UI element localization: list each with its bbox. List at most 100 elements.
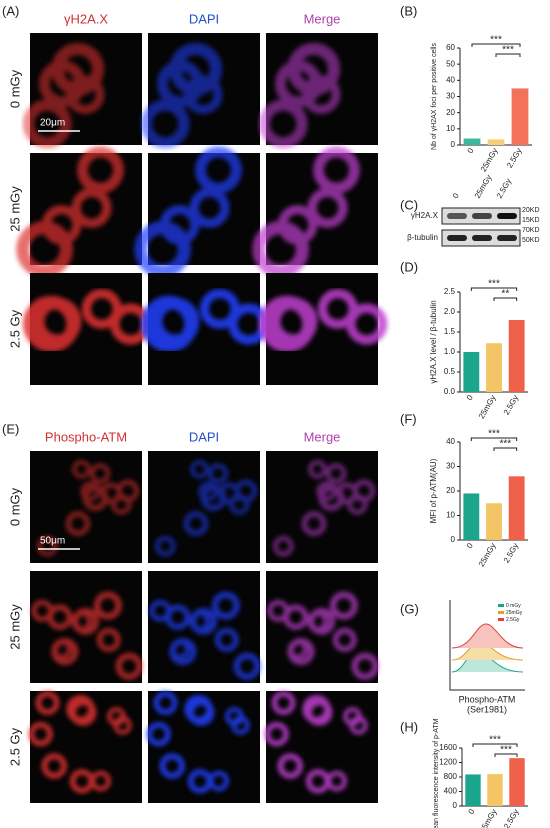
y-tick-label: 0 (453, 801, 458, 810)
x-tick-label: 25mGy (477, 542, 498, 569)
panel-label: (D) (400, 259, 418, 274)
panel-label: (F) (400, 411, 417, 426)
band (497, 235, 517, 241)
plot-frame (449, 600, 525, 691)
y-axis-label: Nb of γH2AX foci per positive cells (431, 43, 438, 150)
cell (146, 721, 171, 747)
y-tick-label: 1200 (439, 758, 457, 767)
cells (149, 591, 261, 680)
significance: *** (488, 279, 500, 290)
y-tick-label: 20 (446, 108, 455, 117)
x-tick-label: 0 (466, 146, 476, 155)
x-tick-label: 0 (465, 393, 475, 402)
cell (51, 42, 105, 96)
cell (325, 463, 347, 484)
y-tick-label: 400 (444, 787, 458, 796)
cell (200, 484, 227, 512)
cell (234, 479, 258, 503)
cell (187, 699, 215, 726)
y-axis-label: MFI of p-ATM(AU) (429, 458, 438, 523)
bar (463, 493, 480, 540)
cell (190, 459, 209, 479)
cell (307, 187, 348, 228)
micrograph (266, 691, 378, 803)
panel-label: (G) (400, 601, 419, 616)
bar (486, 503, 502, 540)
significance-bracket (472, 743, 518, 747)
cell (80, 481, 101, 502)
micrograph (266, 273, 378, 385)
cell (277, 753, 303, 779)
significance: *** (490, 35, 502, 46)
legend-label: 2.5Gy (506, 617, 520, 623)
cell (211, 591, 240, 620)
cell (195, 146, 242, 194)
bar (487, 139, 505, 145)
cell (33, 297, 82, 346)
x-axis-label: (Ser1981) (467, 704, 507, 714)
x-tick-label: 2.5Gy (502, 394, 520, 417)
y-axis-label: γH2A.X level / β-tubulin (429, 300, 438, 383)
significance-bracket (470, 287, 518, 291)
cell (351, 652, 379, 680)
y-tick-label: 30 (446, 462, 455, 471)
lane-label: 2.5Gy (495, 177, 513, 200)
cell (134, 221, 191, 278)
column-header: DAPI (189, 429, 219, 444)
bar (509, 758, 525, 806)
cell (305, 699, 333, 726)
cell (36, 535, 58, 557)
column-header: DAPI (189, 11, 219, 26)
cell (346, 303, 388, 345)
band (497, 213, 517, 219)
micrograph (148, 273, 260, 385)
column-header: γH2A.X (64, 11, 108, 26)
y-tick-label: 0.5 (444, 367, 456, 376)
cell (70, 610, 92, 632)
bar (487, 774, 503, 806)
cell (306, 610, 328, 632)
cell (93, 591, 122, 620)
cell (269, 297, 318, 346)
column-header: Merge (304, 429, 341, 444)
cell (77, 146, 124, 194)
histogram-curve (451, 623, 524, 649)
cell (16, 221, 73, 278)
y-tick-label: 0 (451, 535, 456, 544)
cell (183, 511, 209, 537)
cell (35, 691, 60, 715)
y-tick-label: 30 (446, 92, 455, 101)
cell (153, 691, 178, 715)
cell (343, 707, 362, 726)
cell (208, 770, 230, 792)
legend-label: 0 mGy (506, 603, 521, 609)
bar (463, 138, 481, 145)
band (472, 213, 492, 219)
lane-label: 25mGy (473, 173, 494, 200)
cell (71, 187, 112, 228)
y-tick-label: 1600 (439, 743, 457, 752)
row-label: 2.5 Gy (7, 309, 22, 348)
cells (267, 591, 379, 680)
legend-swatch (498, 604, 504, 607)
marker-label: 20KD (522, 207, 540, 214)
cell (332, 627, 357, 652)
marker-label: 15KD (522, 217, 540, 224)
cell (169, 637, 197, 666)
cell (189, 187, 230, 228)
column-header: Merge (304, 11, 341, 26)
x-tick-label: 0 (465, 541, 475, 550)
y-tick-label: 800 (444, 772, 458, 781)
row-label: 25 mGy (7, 186, 22, 232)
y-tick-label: 10 (446, 511, 455, 520)
cell (28, 721, 53, 747)
cell (272, 535, 294, 557)
panel-label: (A) (2, 3, 19, 18)
bar (508, 320, 525, 392)
row-label: 2.5 Gy (7, 727, 22, 766)
cell (271, 691, 296, 715)
row-label: 25 mGy (7, 604, 22, 650)
bar (486, 343, 502, 392)
cell (107, 707, 126, 726)
y-tick-label: 40 (446, 75, 455, 84)
